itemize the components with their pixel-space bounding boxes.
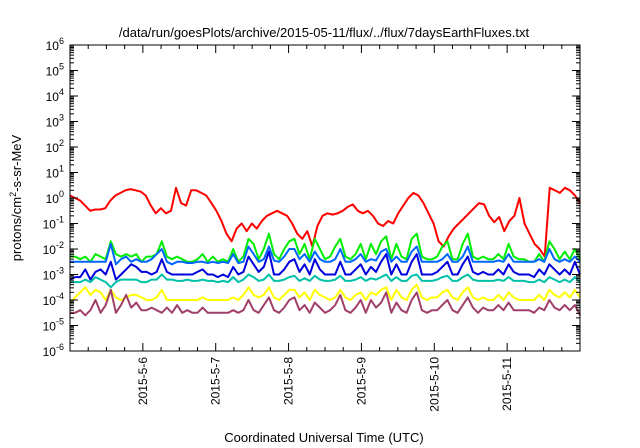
x-tick-label: 2015-5-10 <box>427 357 441 412</box>
y-axis-label-sup: 2 <box>8 192 18 197</box>
x-tick-label: 2015-5-7 <box>209 357 223 405</box>
y-tick-label: 10-3 <box>43 266 64 283</box>
y-tick-label: 10-5 <box>43 317 64 334</box>
y-tick-label: 10-2 <box>43 240 64 257</box>
y-tick-label: 10-4 <box>43 291 64 308</box>
y-tick-label: 104 <box>46 87 64 104</box>
x-tick-label: 2015-5-9 <box>354 357 368 405</box>
x-axis-label: Coordinated Universal Time (UTC) <box>224 430 423 445</box>
y-tick-label: 105 <box>46 62 64 79</box>
series-line-7 <box>70 288 581 317</box>
y-tick-label: 102 <box>46 138 64 155</box>
x-tick-label: 2015-5-6 <box>136 357 150 405</box>
y-tick-label: 101 <box>46 164 64 181</box>
series-line-4 <box>69 250 581 281</box>
y-tick-label: 100 <box>46 189 64 206</box>
x-tick-label: 2015-5-11 <box>500 357 514 411</box>
series-line-5 <box>70 273 581 289</box>
y-axis-label-base: protons/cm <box>9 197 24 261</box>
series-layer <box>69 186 581 317</box>
series-line-2 <box>70 232 581 263</box>
series-line-1 <box>69 186 581 258</box>
y-tick-label: 10-1 <box>43 215 64 232</box>
y-axis-label: protons/cm2-s-sr-MeV <box>8 134 24 261</box>
x-tick-label: 2015-5-8 <box>282 357 296 405</box>
series-line-3 <box>70 242 581 266</box>
y-tick-label: 106 <box>46 36 64 53</box>
y-tick-label: 10-6 <box>43 342 64 359</box>
x-axis: 2015-5-6 2015-5-7 2015-5-8 2015-5-9 2015-5-1… <box>69 45 581 412</box>
y-axis-label-rest: -s-sr-MeV <box>9 134 24 191</box>
chart-title: /data/run/goesPlots/archive/2015-05-11/f… <box>119 25 530 40</box>
series-line-6 <box>69 283 581 304</box>
y-tick-label: 103 <box>46 113 64 130</box>
y-axis: 10-6 10-5 10-4 10-3 10-2 10-1 100 101 102 103 104 1… <box>43 36 580 359</box>
